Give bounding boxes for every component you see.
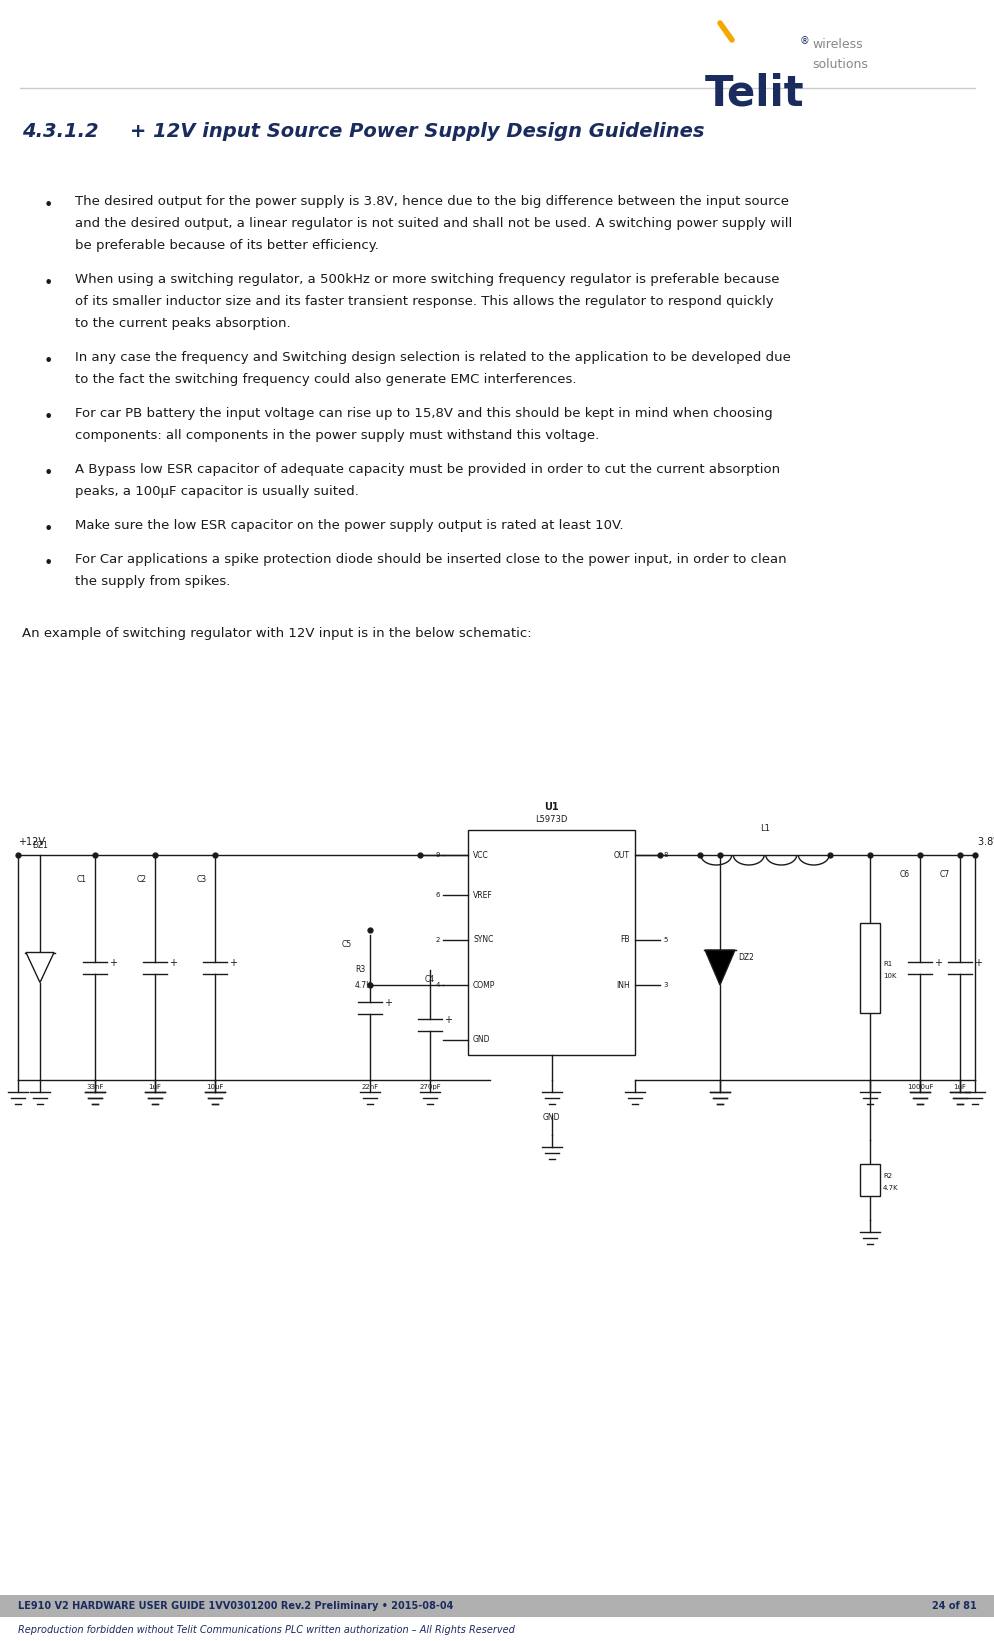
Text: +: + xyxy=(443,1016,451,1026)
Text: R2: R2 xyxy=(882,1173,892,1178)
Polygon shape xyxy=(705,950,735,985)
Text: •: • xyxy=(44,466,54,481)
Text: +: + xyxy=(933,957,941,968)
Text: A Bypass low ESR capacitor of adequate capacity must be provided in order to cut: A Bypass low ESR capacitor of adequate c… xyxy=(75,463,779,476)
Text: FB: FB xyxy=(620,935,629,945)
Text: wireless: wireless xyxy=(811,38,862,51)
Text: ®: ® xyxy=(799,36,809,46)
Text: •: • xyxy=(44,354,54,369)
Text: +12V: +12V xyxy=(18,837,45,847)
Text: For Car applications a spike protection diode should be inserted close to the po: For Car applications a spike protection … xyxy=(75,553,786,566)
Text: 4.7K: 4.7K xyxy=(355,981,372,990)
Text: •: • xyxy=(44,276,54,290)
Text: L1: L1 xyxy=(759,824,769,834)
Text: •: • xyxy=(44,522,54,537)
Text: R3: R3 xyxy=(355,965,365,975)
Text: 270pF: 270pF xyxy=(418,1085,440,1090)
Text: An example of switching regulator with 12V input is in the below schematic:: An example of switching regulator with 1… xyxy=(22,627,531,640)
Bar xyxy=(0,1595,994,1616)
Text: 3: 3 xyxy=(662,981,667,988)
Text: SYNC: SYNC xyxy=(472,935,493,945)
Text: 22nF: 22nF xyxy=(361,1085,379,1090)
Bar xyxy=(859,922,879,1012)
Text: For car PB battery the input voltage can rise up to 15,8V and this should be kep: For car PB battery the input voltage can… xyxy=(75,407,772,420)
Text: 24 of 81: 24 of 81 xyxy=(931,1602,976,1611)
Text: +: + xyxy=(169,957,177,968)
Text: LE910 V2 HARDWARE USER GUIDE 1VV0301200 Rev.2 Preliminary • 2015-08-04: LE910 V2 HARDWARE USER GUIDE 1VV0301200 … xyxy=(18,1602,453,1611)
Text: +: + xyxy=(384,998,392,1008)
Text: components: all components in the power supply must withstand this voltage.: components: all components in the power … xyxy=(75,428,598,441)
Text: DZ1: DZ1 xyxy=(32,840,48,850)
Text: 9: 9 xyxy=(435,852,439,858)
Text: U1: U1 xyxy=(544,802,559,812)
Text: C5: C5 xyxy=(342,940,352,948)
Text: C1: C1 xyxy=(77,875,86,884)
Text: Telit: Telit xyxy=(705,72,804,115)
Text: 2: 2 xyxy=(435,937,439,944)
Text: 33nF: 33nF xyxy=(86,1085,103,1090)
Text: peaks, a 100μF capacitor is usually suited.: peaks, a 100μF capacitor is usually suit… xyxy=(75,486,359,497)
Text: the supply from spikes.: the supply from spikes. xyxy=(75,574,231,587)
Text: COMP: COMP xyxy=(472,981,495,990)
Text: GND: GND xyxy=(472,1035,490,1045)
Text: 4.7K: 4.7K xyxy=(882,1185,898,1191)
Text: DZ2: DZ2 xyxy=(738,953,753,962)
Text: 4.3.1.2: 4.3.1.2 xyxy=(22,121,98,141)
Text: C2: C2 xyxy=(137,875,147,884)
Text: VREF: VREF xyxy=(472,891,492,899)
Text: C6: C6 xyxy=(900,870,910,880)
Text: C4: C4 xyxy=(424,975,434,985)
Text: R1: R1 xyxy=(882,960,892,967)
Text: +: + xyxy=(229,957,237,968)
Bar xyxy=(467,830,634,1055)
Text: 1000uF: 1000uF xyxy=(906,1085,932,1090)
Text: 4: 4 xyxy=(435,981,439,988)
Text: to the fact the switching frequency could also generate EMC interferences.: to the fact the switching frequency coul… xyxy=(75,373,576,386)
Text: C3: C3 xyxy=(197,875,207,884)
Text: In any case the frequency and Switching design selection is related to the appli: In any case the frequency and Switching … xyxy=(75,351,790,364)
Text: +: + xyxy=(973,957,981,968)
Text: of its smaller inductor size and its faster transient response. This allows the : of its smaller inductor size and its fas… xyxy=(75,295,773,309)
Text: to the current peaks absorption.: to the current peaks absorption. xyxy=(75,317,290,330)
Text: and the desired output, a linear regulator is not suited and shall not be used. : and the desired output, a linear regulat… xyxy=(75,217,791,230)
Text: 1uF: 1uF xyxy=(148,1085,161,1090)
Text: When using a switching regulator, a 500kHz or more switching frequency regulator: When using a switching regulator, a 500k… xyxy=(75,272,778,286)
Text: Reproduction forbidden without Telit Communications PLC written authorization – : Reproduction forbidden without Telit Com… xyxy=(18,1625,514,1634)
Text: 5: 5 xyxy=(662,937,667,944)
Text: GND: GND xyxy=(542,1113,560,1122)
Text: •: • xyxy=(44,410,54,425)
Text: C7: C7 xyxy=(939,870,949,880)
Text: 1uF: 1uF xyxy=(952,1085,965,1090)
Text: 10K: 10K xyxy=(882,973,896,978)
Text: + 12V input Source Power Supply Design Guidelines: + 12V input Source Power Supply Design G… xyxy=(130,121,704,141)
Text: •: • xyxy=(44,556,54,571)
Text: Make sure the low ESR capacitor on the power supply output is rated at least 10V: Make sure the low ESR capacitor on the p… xyxy=(75,519,623,532)
Text: INH: INH xyxy=(615,981,629,990)
Text: be preferable because of its better efficiency.: be preferable because of its better effi… xyxy=(75,240,379,253)
Text: 8: 8 xyxy=(662,852,667,858)
Text: •: • xyxy=(44,199,54,213)
Text: 10uF: 10uF xyxy=(206,1085,224,1090)
Text: solutions: solutions xyxy=(811,57,867,71)
Text: OUT: OUT xyxy=(613,850,629,860)
Text: 3.8V OUT: 3.8V OUT xyxy=(977,837,994,847)
Polygon shape xyxy=(26,952,54,983)
Bar xyxy=(859,1163,879,1196)
Text: L5973D: L5973D xyxy=(535,816,568,824)
Text: +: + xyxy=(109,957,117,968)
Text: The desired output for the power supply is 3.8V, hence due to the big difference: The desired output for the power supply … xyxy=(75,195,788,208)
Text: VCC: VCC xyxy=(472,850,488,860)
Text: 6: 6 xyxy=(435,893,439,898)
